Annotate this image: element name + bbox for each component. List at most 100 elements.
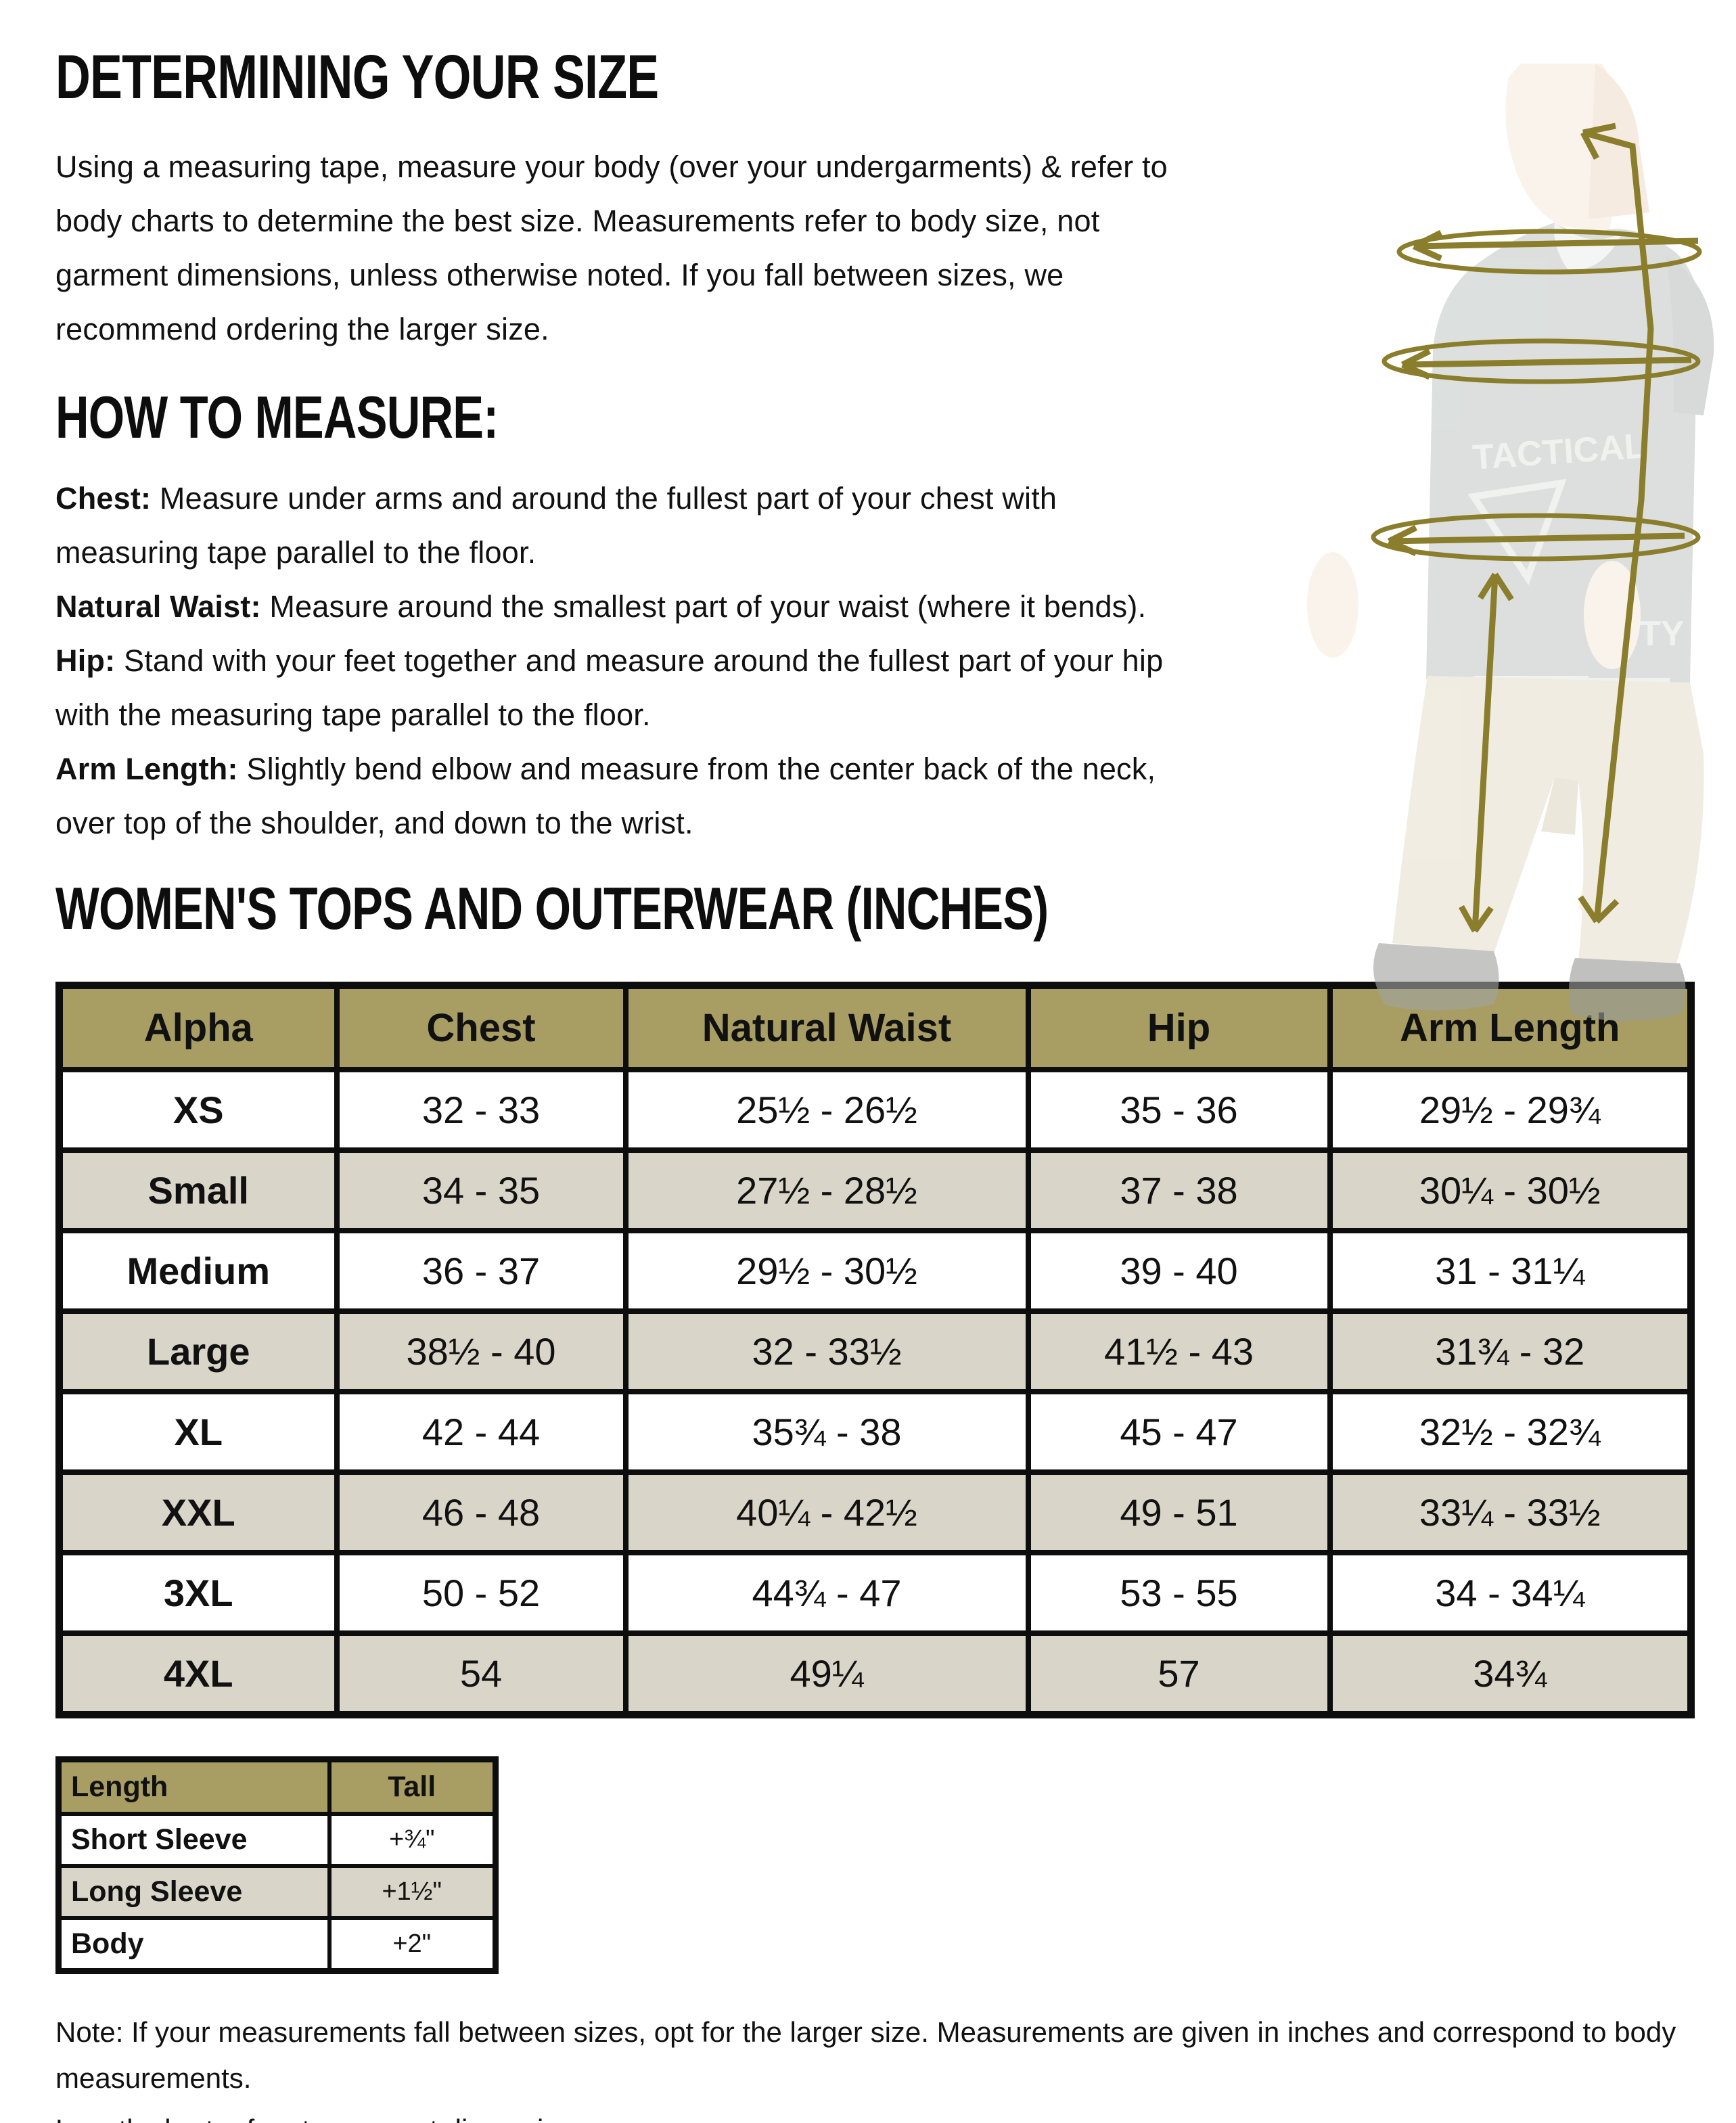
model-silhouette: TACTICAL 1 DUTY x x x <box>1307 64 1714 1021</box>
waist-wrap-arrow <box>1381 338 1701 384</box>
note-length-chart: Length chart refers to garment dimension… <box>55 2107 1713 2123</box>
column-header-tall: Tall <box>327 1757 498 1817</box>
page-title: DETERMINING YOUR SIZE <box>55 43 659 112</box>
length-cell: Body <box>56 1916 332 1973</box>
length-cell: Short Sleeve <box>56 1812 332 1869</box>
measurement-instructions: Chest: Measure under arms and around the… <box>55 472 1192 850</box>
measurement-arrows <box>1371 122 1702 933</box>
table-row-short-sleeve: Short Sleeve +¾" <box>56 1812 498 1869</box>
inseam-arrow <box>1459 572 1514 933</box>
table-row-large: Large 38½ - 40 32 - 33½ 41½ - 43 31¾ - 3… <box>56 1308 1694 1395</box>
instruction-text: Measure around the smallest part of your… <box>269 589 1147 624</box>
table-row-long-sleeve: Long Sleeve +1½" <box>56 1864 498 1921</box>
size-cell: 39 - 40 <box>1025 1228 1333 1315</box>
note-sizes: Note: If your measurements fall between … <box>55 2016 1676 2095</box>
instruction-arm-length: Arm Length: Slightly bend elbow and meas… <box>55 742 1192 850</box>
size-guide-page: TACTICAL 1 DUTY x x x <box>0 45 1736 2123</box>
womens-tops-size-table: Alpha Chest Natural Waist Hip Arm Length… <box>55 982 1695 1719</box>
size-cell: 25½ - 26½ <box>622 1067 1031 1154</box>
size-cell: 31 - 31¼ <box>1327 1228 1694 1315</box>
size-cell: 29½ - 29¾ <box>1327 1067 1694 1154</box>
size-cell: Medium <box>56 1228 340 1315</box>
size-cell: 38½ - 40 <box>334 1308 629 1395</box>
column-header-natural-waist: Natural Waist <box>622 982 1031 1073</box>
size-cell: 53 - 55 <box>1025 1550 1333 1637</box>
instruction-natural-waist: Natural Waist: Measure around the smalle… <box>55 580 1192 634</box>
chest-wrap-arrow <box>1396 229 1702 275</box>
instruction-label: Natural Waist: <box>55 589 261 624</box>
instruction-text: Slightly bend elbow and measure from the… <box>55 751 1156 840</box>
column-header-alpha: Alpha <box>56 982 340 1073</box>
model-shoe-left <box>1373 943 1499 1011</box>
size-cell: 40¼ - 42½ <box>622 1469 1031 1556</box>
instruction-text: Stand with your feet together and measur… <box>55 643 1164 732</box>
tops-outerwear-heading: WOMEN'S TOPS AND OUTERWEAR (INCHES) <box>55 874 1049 942</box>
length-cell: +2" <box>327 1916 498 1973</box>
model-hand-left <box>1307 552 1358 658</box>
size-cell: 36 - 37 <box>334 1228 629 1315</box>
body-measurement-figure-svg: TACTICAL 1 DUTY x x x <box>1307 64 1714 1021</box>
size-cell: 30¼ - 30½ <box>1327 1147 1694 1234</box>
intro-paragraph: Using a measuring tape, measure your bod… <box>55 149 1168 346</box>
size-cell: 49¼ <box>622 1630 1031 1718</box>
size-cell: 42 - 44 <box>334 1389 629 1476</box>
instruction-label: Arm Length: <box>55 751 238 786</box>
size-cell: 49 - 51 <box>1025 1469 1333 1556</box>
instruction-hip: Hip: Stand with your feet together and m… <box>55 634 1192 742</box>
table-row-xs: XS 32 - 33 25½ - 26½ 35 - 36 29½ - 29¾ <box>56 1067 1694 1154</box>
table-row-xxl: XXL 46 - 48 40¼ - 42½ 49 - 51 33¼ - 33½ <box>56 1469 1694 1556</box>
size-cell: 32 - 33½ <box>622 1308 1031 1395</box>
pants-shadow <box>1541 777 1578 835</box>
instruction-text: Measure under arms and around the fulles… <box>55 480 1057 570</box>
footnotes: Note: If your measurements fall between … <box>55 2009 1713 2123</box>
body-measurement-figure: TACTICAL 1 DUTY x x x <box>1271 64 1736 1038</box>
table-row-small: Small 34 - 35 27½ - 28½ 37 - 38 30¼ - 30… <box>56 1147 1694 1234</box>
size-cell: 37 - 38 <box>1025 1147 1333 1234</box>
size-cell: Small <box>56 1147 340 1234</box>
length-table-header-row: Length Tall <box>56 1757 498 1817</box>
instruction-chest: Chest: Measure under arms and around the… <box>55 472 1192 580</box>
size-cell: 35 - 36 <box>1025 1067 1333 1154</box>
size-cell: 31¾ - 32 <box>1327 1308 1694 1395</box>
length-cell: Long Sleeve <box>56 1864 332 1921</box>
column-header-length: Length <box>56 1757 332 1817</box>
table-row-body: Body +2" <box>56 1916 498 1973</box>
length-cell: +1½" <box>327 1864 498 1921</box>
size-cell: 27½ - 28½ <box>622 1147 1031 1234</box>
arm-length-arrow <box>1578 122 1654 924</box>
model-pants <box>1392 676 1704 963</box>
size-cell: 46 - 48 <box>334 1469 629 1556</box>
size-cell: 45 - 47 <box>1025 1389 1333 1476</box>
size-cell: 57 <box>1025 1630 1333 1718</box>
size-cell: 50 - 52 <box>334 1550 629 1637</box>
size-cell: 41½ - 43 <box>1025 1308 1333 1395</box>
size-cell: XL <box>56 1389 340 1476</box>
table-row-xl: XL 42 - 44 35¾ - 38 45 - 47 32½ - 32¾ <box>56 1389 1694 1476</box>
size-cell: 34 - 35 <box>334 1147 629 1234</box>
model-shoe-right <box>1569 958 1686 1021</box>
size-cell: 32 - 33 <box>334 1067 629 1154</box>
table-row-medium: Medium 36 - 37 29½ - 30½ 39 - 40 31 - 31… <box>56 1228 1694 1315</box>
table-row-4xl: 4XL 54 49¼ 57 34¾ <box>56 1630 1694 1718</box>
size-cell: 35¾ - 38 <box>622 1389 1031 1476</box>
how-to-measure-heading: HOW TO MEASURE: <box>55 383 499 451</box>
size-cell: 4XL <box>56 1630 340 1718</box>
model-collar <box>1554 223 1622 271</box>
length-tall-table: Length Tall Short Sleeve +¾" Long Sleeve… <box>55 1756 499 1975</box>
size-cell: XXL <box>56 1469 340 1556</box>
size-cell: Large <box>56 1308 340 1395</box>
size-cell: 54 <box>334 1630 629 1718</box>
size-cell: 44¾ - 47 <box>622 1550 1031 1637</box>
model-sleeve <box>1666 256 1714 415</box>
size-cell: 29½ - 30½ <box>622 1228 1031 1315</box>
size-cell: XS <box>56 1067 340 1154</box>
size-cell: 34¾ <box>1327 1630 1694 1718</box>
column-header-chest: Chest <box>334 982 629 1073</box>
table-row-3xl: 3XL 50 - 52 44¾ - 47 53 - 55 34 - 34¼ <box>56 1550 1694 1637</box>
size-cell: 34 - 34¼ <box>1327 1550 1694 1637</box>
size-cell: 3XL <box>56 1550 340 1637</box>
instruction-label: Chest: <box>55 480 152 516</box>
length-cell: +¾" <box>327 1812 498 1869</box>
size-cell: 33¼ - 33½ <box>1327 1469 1694 1556</box>
column-header-hip: Hip <box>1025 982 1333 1073</box>
